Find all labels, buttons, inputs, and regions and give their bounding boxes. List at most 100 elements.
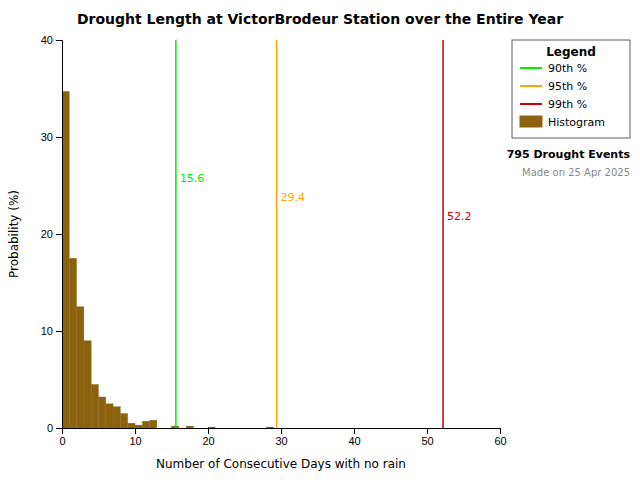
histogram-bar [485, 428, 492, 429]
histogram-bar [420, 428, 427, 429]
histogram-bar [186, 426, 193, 428]
histogram-bar [296, 428, 303, 429]
tick-mark [500, 428, 501, 434]
legend-label: 95th % [548, 80, 587, 93]
tick-label: 20 [202, 435, 214, 447]
percentile-label: 29.4 [281, 191, 306, 204]
tick: 30 [275, 428, 287, 447]
tick-mark [56, 428, 62, 429]
legend: Legend 90th % 95th % 99th % Histogram [512, 40, 630, 138]
histogram-bar [142, 421, 149, 428]
tick-mark [427, 428, 428, 434]
histogram-bar [259, 428, 266, 429]
histogram-bar [106, 404, 113, 428]
percentile-line [442, 40, 444, 428]
percentile-lines [176, 40, 443, 428]
tick: 50 [421, 428, 433, 447]
histogram-bar [347, 428, 354, 429]
histogram-bar [193, 428, 200, 429]
tick: 20 [41, 228, 62, 240]
histogram-bar [493, 428, 500, 429]
tick: 20 [202, 428, 214, 447]
histogram-bar [208, 427, 215, 428]
histogram-bar [332, 428, 339, 429]
histogram-bar [405, 428, 412, 429]
tick: 10 [129, 428, 141, 447]
histogram-bar [369, 428, 376, 429]
histogram-bar [99, 397, 106, 428]
legend-label: 99th % [548, 98, 587, 111]
histogram-bar [179, 428, 186, 429]
tick: 40 [41, 34, 62, 46]
tick: 40 [348, 428, 360, 447]
histogram-bar [339, 428, 346, 429]
percentile-line [175, 40, 177, 428]
tick-label: 30 [275, 435, 287, 447]
histogram-bar [398, 428, 405, 429]
tick: 30 [41, 131, 62, 143]
tick-mark [56, 331, 62, 332]
legend-swatch [520, 67, 542, 69]
histogram-bar [150, 420, 157, 428]
tick-label: 60 [494, 435, 506, 447]
tick: 60 [494, 428, 506, 447]
tick-mark [135, 428, 136, 434]
tick-label: 30 [41, 131, 53, 143]
tick-label: 40 [348, 435, 360, 447]
legend-swatch [520, 103, 542, 105]
x-axis-title: Number of Consecutive Days with no rain [156, 457, 406, 471]
histogram-bar [310, 428, 317, 429]
histogram-bar [62, 91, 69, 428]
histogram-bar [113, 407, 120, 428]
tick-mark [56, 40, 62, 41]
tick-mark [208, 428, 209, 434]
legend-entry: 95th % [520, 80, 587, 93]
plot-area: 0 10 20 30 40 50 60 0 10 20 30 40 Number of Consecut… [7, 34, 507, 471]
tick-label: 0 [59, 435, 65, 447]
histogram-bar [69, 258, 76, 428]
x-axis: 0 10 20 30 40 50 60 [59, 428, 506, 447]
histogram-bar [391, 428, 398, 429]
histogram-bar [464, 428, 471, 429]
histogram-bar [354, 428, 361, 429]
legend-frame [512, 40, 630, 138]
histogram-bar [237, 428, 244, 429]
histogram-bar [128, 423, 135, 428]
histogram-bar [303, 428, 310, 429]
tick-mark [281, 428, 282, 434]
y-axis: 0 10 20 30 40 [41, 34, 63, 434]
tick-label: 20 [41, 228, 53, 240]
annotation: 795 Drought Events [507, 148, 631, 161]
tick: 0 [59, 428, 65, 447]
annotation: Made on 25 Apr 2025 [522, 167, 630, 178]
tick-label: 10 [129, 435, 141, 447]
histogram-bar [77, 307, 84, 428]
legend-title: Legend [546, 45, 596, 59]
histogram-bar [135, 425, 142, 428]
histogram-bar [478, 428, 485, 429]
histogram-bar [245, 428, 252, 429]
legend-entry: 90th % [520, 62, 587, 75]
tick: 10 [41, 325, 62, 337]
histogram-bar [456, 428, 463, 429]
histogram-bar [376, 428, 383, 429]
histogram-bar [412, 428, 419, 429]
tick-mark [56, 234, 62, 235]
tick: 0 [47, 422, 62, 434]
histogram-bar [201, 428, 208, 429]
tick-label: 0 [47, 422, 53, 434]
histogram-bar [84, 341, 91, 428]
histogram-bar [361, 428, 368, 429]
axis-line [56, 41, 63, 429]
histogram-bar [215, 428, 222, 429]
percentile-label: 52.2 [447, 210, 472, 223]
tick-mark [56, 137, 62, 138]
histogram-bar [383, 428, 390, 429]
legend-swatch [520, 116, 542, 127]
legend-label: Histogram [548, 116, 605, 129]
legend-swatch [520, 85, 542, 87]
histogram-bar [434, 428, 441, 429]
histogram-bar [164, 428, 171, 429]
histogram-bar [471, 428, 478, 429]
percentile-line [276, 40, 278, 428]
